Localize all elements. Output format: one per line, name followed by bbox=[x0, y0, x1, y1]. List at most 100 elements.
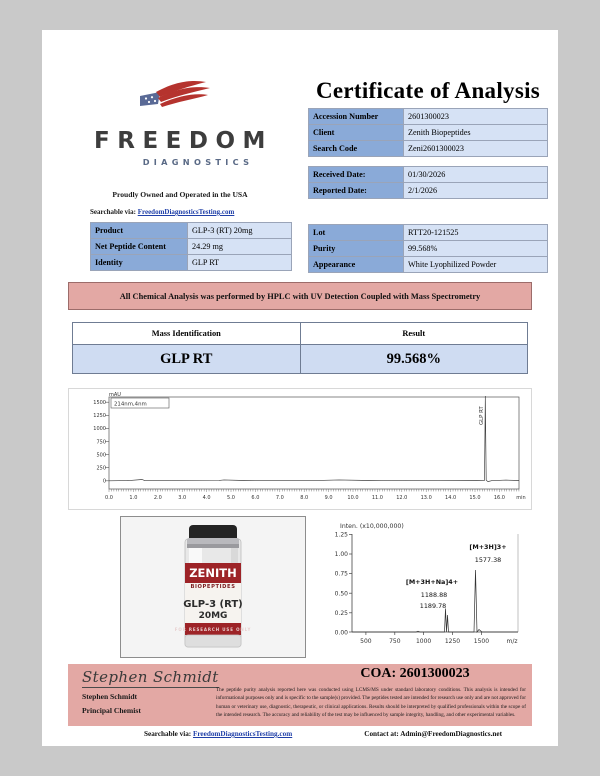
svg-text:13.0: 13.0 bbox=[421, 495, 432, 501]
svg-text:1250: 1250 bbox=[93, 413, 106, 419]
analysis-method-banner: All Chemical Analysis was performed by H… bbox=[68, 282, 532, 310]
signatory-name: Stephen Schmidt bbox=[82, 692, 138, 701]
flag-swoosh-icon bbox=[140, 81, 210, 107]
searchable-link-top[interactable]: FreedomDiagnosticsTesting.com bbox=[137, 208, 235, 216]
svg-text:750: 750 bbox=[96, 439, 106, 445]
vial-research-note: FOR RESEARCH USE ONLY bbox=[175, 627, 252, 632]
received-date-value: 01/30/2026 bbox=[403, 166, 548, 183]
hplc-chromatogram: mAU 214nm,4nm 1500 1250 1000 750 500 250… bbox=[68, 388, 532, 510]
vial-brand: ZENITH bbox=[189, 566, 237, 580]
svg-text:16.0: 16.0 bbox=[494, 495, 505, 501]
svg-text:5.0: 5.0 bbox=[227, 495, 235, 501]
identity-value: GLP RT bbox=[187, 254, 292, 271]
table-row: Search Code Zeni2601300023 bbox=[308, 140, 548, 157]
search-code-value: Zeni2601300023 bbox=[403, 140, 548, 157]
svg-text:250: 250 bbox=[96, 466, 106, 472]
client-label: Client bbox=[308, 124, 404, 141]
ms-peak-mz-1577: 1577.38 bbox=[475, 556, 501, 564]
disclaimer-text: The peptide purity analysis reported her… bbox=[216, 687, 526, 719]
table-row: Client Zenith Biopeptides bbox=[308, 124, 548, 141]
svg-text:11.0: 11.0 bbox=[372, 495, 383, 501]
svg-text:750: 750 bbox=[389, 638, 401, 645]
footer-contact-label: Contact at: bbox=[364, 730, 399, 738]
reported-date-value: 2/1/2026 bbox=[403, 182, 548, 199]
table-row: Lot RTT20-121525 bbox=[308, 224, 548, 241]
svg-text:3.0: 3.0 bbox=[178, 495, 186, 501]
usa-tagline: Proudly Owned and Operated in the USA bbox=[112, 190, 248, 199]
document-footer: Searchable via: FreedomDiagnosticsTestin… bbox=[68, 730, 532, 746]
svg-text:14.0: 14.0 bbox=[445, 495, 456, 501]
mass-identification-table: Mass Identification Result GLP RT 99.568… bbox=[72, 322, 528, 374]
svg-text:6.0: 6.0 bbox=[251, 495, 259, 501]
result-value: 99.568% bbox=[299, 344, 528, 374]
footer-contact: Contact at: Admin@FreedomDiagnostics.net bbox=[364, 730, 502, 738]
svg-text:0.75: 0.75 bbox=[335, 571, 349, 578]
svg-text:500: 500 bbox=[96, 452, 106, 458]
footer-searchable-label: Searchable via: bbox=[144, 730, 192, 738]
lot-label: Lot bbox=[308, 224, 404, 241]
table-row: Accession Number 2601300023 bbox=[308, 108, 548, 125]
svg-text:2.0: 2.0 bbox=[154, 495, 162, 501]
svg-text:1250: 1250 bbox=[445, 638, 460, 645]
footer-searchable: Searchable via: FreedomDiagnosticsTestin… bbox=[144, 730, 292, 738]
wavelength-annotation: 214nm,4nm bbox=[114, 402, 147, 408]
table-row: Identity GLP RT bbox=[90, 254, 292, 271]
coa-number: COA: 2601300023 bbox=[360, 666, 470, 681]
table-row: Product GLP-3 (RT) 20mg bbox=[90, 222, 292, 239]
searchable-label-top: Searchable via: bbox=[90, 208, 136, 216]
product-value: GLP-3 (RT) 20mg bbox=[187, 222, 292, 239]
product-label: Product bbox=[90, 222, 188, 239]
svg-text:mAU: mAU bbox=[109, 392, 121, 398]
svg-text:1000: 1000 bbox=[93, 426, 106, 432]
vial-photo: ZENITH BIOPEPTIDES GLP-3 (RT) 20MG FOR R… bbox=[120, 516, 306, 658]
page-title: Certificate of Analysis bbox=[315, 78, 541, 103]
svg-text:500: 500 bbox=[360, 638, 372, 645]
client-value: Zenith Biopeptides bbox=[403, 124, 548, 141]
svg-text:0: 0 bbox=[103, 479, 106, 485]
appearance-value: White Lyophilized Powder bbox=[403, 256, 548, 273]
table-row: Reported Date: 2/1/2026 bbox=[308, 182, 548, 199]
footer-contact-email: Admin@FreedomDiagnostics.net bbox=[400, 730, 502, 738]
footer-searchable-link[interactable]: FreedomDiagnosticsTesting.com bbox=[192, 730, 293, 738]
company-logo: FREEDOM DIAGNOSTICS bbox=[68, 80, 292, 167]
received-date-label: Received Date: bbox=[308, 166, 404, 183]
result-header: Result bbox=[299, 322, 528, 345]
svg-text:1000: 1000 bbox=[416, 638, 431, 645]
table-row: Purity 99.568% bbox=[308, 240, 548, 257]
svg-text:m/z: m/z bbox=[506, 638, 517, 645]
dates-table: Received Date: 01/30/2026 Reported Date:… bbox=[308, 166, 548, 199]
mass-spectrum-chart: Inten. (x10,000,000) 1.25 1.00 0.75 0.50… bbox=[316, 516, 532, 658]
ms-peak-mz-1188: 1188.88 bbox=[421, 591, 447, 599]
svg-text:10.0: 10.0 bbox=[347, 495, 358, 501]
net-peptide-content-label: Net Peptide Content bbox=[90, 238, 188, 255]
signature-band: Stephen Schmidt Stephen Schmidt Principa… bbox=[68, 664, 532, 726]
reported-date-label: Reported Date: bbox=[308, 182, 404, 199]
purity-label: Purity bbox=[308, 240, 404, 257]
svg-text:12.0: 12.0 bbox=[396, 495, 407, 501]
table-row: GLP RT 99.568% bbox=[72, 344, 528, 374]
svg-text:1.0: 1.0 bbox=[129, 495, 137, 501]
identity-label: Identity bbox=[90, 254, 188, 271]
svg-text:8.0: 8.0 bbox=[300, 495, 308, 501]
svg-text:1.00: 1.00 bbox=[335, 551, 349, 558]
ms-peak-mz-1189: 1189.78 bbox=[420, 602, 446, 610]
svg-text:1500: 1500 bbox=[474, 638, 489, 645]
ms-peak-label-sodium-adduct: [M+3H+Na]4+ bbox=[406, 578, 458, 586]
table-row: Appearance White Lyophilized Powder bbox=[308, 256, 548, 273]
peak-label-glp-rt: GLP RT bbox=[479, 406, 485, 425]
lot-value: RTT20-121525 bbox=[403, 224, 548, 241]
vial-brand-sub: BIOPEPTIDES bbox=[190, 584, 235, 590]
lot-table: Lot RTT20-121525 Purity 99.568% Appearan… bbox=[308, 224, 548, 273]
table-row: Received Date: 01/30/2026 bbox=[308, 166, 548, 183]
table-header-row: Mass Identification Result bbox=[72, 322, 528, 345]
accession-table: Accession Number 2601300023 Client Zenit… bbox=[308, 108, 548, 157]
table-row: Net Peptide Content 24.29 mg bbox=[90, 238, 292, 255]
searchable-via-top: Searchable via: FreedomDiagnosticsTestin… bbox=[90, 208, 234, 216]
svg-text:1.25: 1.25 bbox=[335, 532, 349, 539]
ms-chart-title: Inten. (x10,000,000) bbox=[340, 523, 404, 530]
svg-text:15.0: 15.0 bbox=[469, 495, 480, 501]
signature-script: Stephen Schmidt bbox=[82, 668, 219, 688]
appearance-label: Appearance bbox=[308, 256, 404, 273]
svg-text:min: min bbox=[516, 495, 525, 501]
accession-number-value: 2601300023 bbox=[403, 108, 548, 125]
